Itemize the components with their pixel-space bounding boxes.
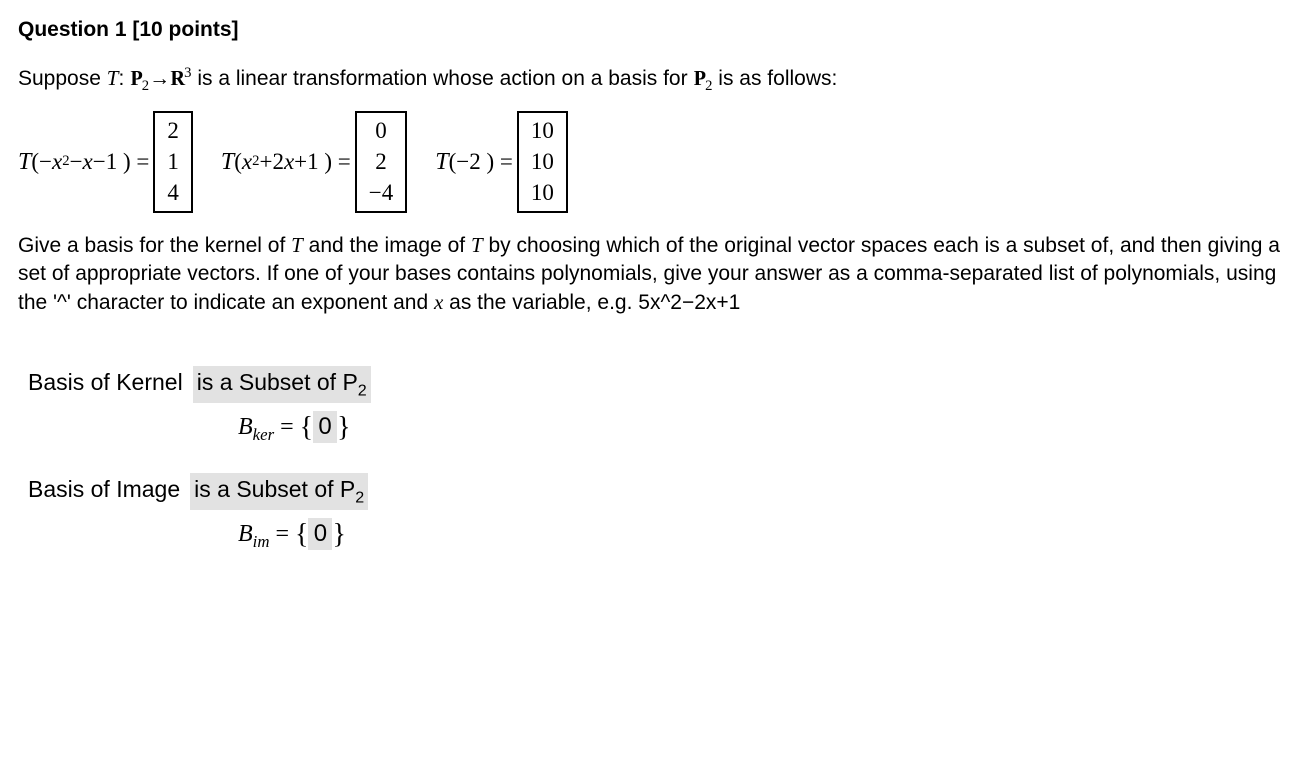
equation-2: T ( x2+2x+1 ) = 0 2 −4 [221, 111, 407, 212]
image-close-brace: } [332, 519, 345, 550]
eq3-T: T [435, 146, 448, 178]
intro-paragraph: Suppose T: P2→R3 is a linear transformat… [18, 64, 1295, 97]
para2-b: and the image of [303, 234, 471, 257]
para2-x: x [434, 290, 443, 314]
image-select-sub: 2 [355, 488, 364, 506]
eq1-v2: 1 [167, 146, 179, 177]
equation-1: T (−x2−x−1 ) = 2 1 4 [18, 111, 193, 212]
eq1-T: T [18, 146, 31, 178]
kernel-select-sub: 2 [358, 381, 367, 399]
image-basis-eq: Bim = {0} [238, 516, 1295, 554]
answer-block: Basis of Kernel is a Subset of P2 Bker =… [28, 366, 1295, 554]
kernel-select-text: is a Subset of P [197, 369, 358, 395]
eq1-v3: 4 [167, 177, 179, 208]
intro-text-c: is as follows: [712, 67, 837, 90]
eq1-minus: − [70, 146, 83, 177]
equation-3: T (−2 ) = 10 10 10 [435, 111, 568, 212]
eq3-v3: 10 [531, 177, 554, 208]
intro-text-a: Suppose [18, 67, 107, 90]
eq2-v3: −4 [369, 177, 393, 208]
eq3-vector: 10 10 10 [517, 111, 568, 212]
intro-colon: : [118, 67, 130, 90]
image-row: Basis of Image is a Subset of P2 [28, 473, 1295, 510]
intro-T: T [107, 66, 119, 90]
eq3-body: (−2 ) = [449, 146, 513, 177]
eq3-v2: 10 [531, 146, 554, 177]
para2-T1: T [291, 233, 303, 257]
kernel-B-sub: ker [253, 425, 274, 444]
question-title: Question 1 [10 points] [18, 16, 1295, 44]
kernel-row: Basis of Kernel is a Subset of P2 [28, 366, 1295, 403]
image-eq-sign: = [269, 521, 295, 547]
equation-row: T (−x2−x−1 ) = 2 1 4 T ( x2+2x+1 ) = 0 2… [18, 111, 1295, 212]
intro-text-b: is a linear transformation whose action … [192, 67, 694, 90]
para2-d: as the variable, e.g. 5x^2−2x+1 [443, 291, 740, 314]
eq2-plus: +2 [259, 146, 283, 177]
image-B: B [238, 521, 253, 547]
intro-P2-symbol: P [693, 64, 705, 92]
image-subset-select[interactable]: is a Subset of P2 [190, 473, 368, 510]
eq2-v2: 2 [369, 146, 393, 177]
eq2-x1: x [242, 146, 252, 177]
eq1-v1: 2 [167, 115, 179, 146]
intro-P-symbol: P [130, 64, 142, 92]
image-B-sub: im [253, 532, 270, 551]
eq2-T: T [221, 146, 234, 178]
image-open-brace: { [295, 519, 308, 550]
intro-R-symbol: R [170, 64, 184, 92]
eq1-x1-sup: 2 [62, 152, 69, 172]
eq1-x1: x [52, 146, 62, 177]
instruction-paragraph: Give a basis for the kernel of T and the… [18, 231, 1295, 318]
eq3-v1: 10 [531, 115, 554, 146]
eq1-x2: x [83, 146, 93, 177]
eq1-tail: −1 ) = [93, 146, 150, 177]
kernel-B: B [238, 414, 253, 440]
kernel-subset-select[interactable]: is a Subset of P2 [193, 366, 371, 403]
eq2-vector: 0 2 −4 [355, 111, 407, 212]
image-label: Basis of Image [28, 474, 180, 505]
intro-arrow: → [149, 66, 170, 90]
kernel-label: Basis of Kernel [28, 367, 183, 398]
eq1-vector: 2 1 4 [153, 111, 193, 212]
eq2-x1-sup: 2 [252, 152, 259, 172]
kernel-value-input[interactable]: 0 [313, 411, 337, 443]
image-value-input[interactable]: 0 [308, 518, 332, 550]
para2-T2: T [471, 233, 483, 257]
eq2-v1: 0 [369, 115, 393, 146]
kernel-eq-sign: = [274, 414, 300, 440]
eq2-tail: +1 ) = [294, 146, 351, 177]
kernel-close-brace: } [337, 412, 350, 443]
para2-a: Give a basis for the kernel of [18, 234, 291, 257]
image-select-text: is a Subset of P [194, 476, 355, 502]
kernel-basis-eq: Bker = {0} [238, 409, 1295, 447]
kernel-open-brace: { [300, 412, 313, 443]
eq1-open: (− [31, 146, 52, 177]
eq2-x2: x [284, 146, 294, 177]
eq2-open: ( [234, 146, 242, 177]
